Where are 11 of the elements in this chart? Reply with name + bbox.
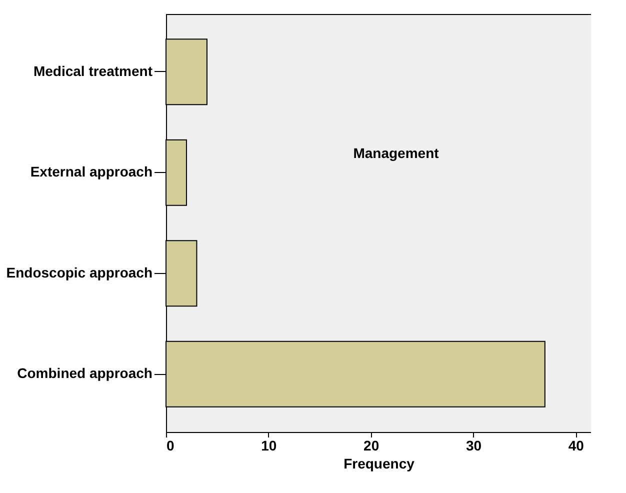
- x-tick-label: 40: [568, 438, 584, 454]
- x-tick-label: 20: [364, 438, 380, 454]
- x-axis-title: Frequency: [344, 456, 415, 472]
- y-tick-label: External approach: [30, 164, 152, 180]
- y-tick-label: Medical treatment: [33, 62, 153, 79]
- x-tick-label: 30: [466, 438, 482, 454]
- text: Management: [353, 145, 440, 161]
- x-tick-label: 10: [261, 438, 277, 454]
- x-tick-label: 0: [166, 438, 174, 454]
- y-tick-label: Endoscopic approach: [6, 264, 152, 280]
- y-tick-label: Combined approach: [17, 365, 152, 382]
